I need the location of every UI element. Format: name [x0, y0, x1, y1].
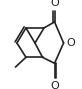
Text: O: O	[50, 0, 59, 8]
Text: O: O	[50, 81, 59, 89]
Text: O: O	[67, 38, 75, 48]
